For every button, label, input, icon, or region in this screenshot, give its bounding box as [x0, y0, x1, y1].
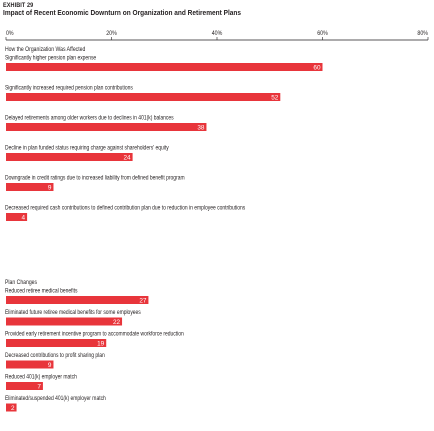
bar	[6, 317, 123, 326]
group-heading: How the Organization Was Affected	[5, 47, 85, 54]
bar-value-label: 52	[271, 94, 279, 101]
bar-label: Delayed retirements among older workers …	[5, 115, 174, 122]
bar-value-label: 27	[139, 297, 147, 304]
bar-label: Decreased contributions to profit sharin…	[5, 353, 105, 360]
bar	[6, 183, 54, 191]
bar-label: Significantly increased required pension…	[5, 85, 133, 92]
bar	[6, 123, 207, 131]
bar-value-label: 38	[197, 124, 205, 131]
x-tick-label: 20%	[106, 31, 117, 38]
bar-label: Provided early retirement incentive prog…	[5, 331, 184, 338]
x-tick-label: 0%	[6, 31, 14, 38]
exhibit-label: EXHIBIT 29	[3, 2, 34, 9]
x-tick-label: 40%	[212, 31, 223, 38]
bar	[6, 382, 43, 390]
bar	[6, 63, 323, 71]
bar-label: Reduced retiree medical benefits	[5, 288, 78, 295]
bar	[6, 93, 281, 101]
chart-title: Impact of Recent Economic Downturn on Or…	[3, 8, 242, 17]
bar-value-label: 2	[11, 405, 15, 412]
bar	[6, 403, 17, 412]
bar	[6, 153, 133, 161]
bar-value-label: 9	[48, 362, 52, 369]
bar-value-label: 4	[22, 214, 26, 221]
bar	[6, 339, 107, 347]
x-tick-label: 60%	[317, 31, 328, 38]
bar-value-label: 9	[48, 184, 52, 191]
bar	[6, 213, 28, 221]
bar	[6, 296, 149, 304]
bar-label: Reduced 401(k) employer match	[5, 374, 77, 381]
bar-label: Eliminated future retiree medical benefi…	[5, 310, 141, 317]
bar-value-label: 7	[37, 383, 41, 390]
bar-label: Decreased required cash contributions to…	[5, 205, 245, 212]
group-heading: Plan Changes	[5, 280, 37, 287]
x-tick-label: 80%	[417, 31, 428, 38]
bar-value-label: 19	[97, 340, 105, 347]
bar-value-label: 60	[313, 64, 321, 71]
bar-value-label: 24	[123, 154, 131, 161]
bar-label: Decline in plan funded status requiring …	[5, 145, 169, 152]
bar-label: Eliminated/suspended 401(k) employer mat…	[5, 396, 106, 403]
bar-label: Significantly higher pension plan expens…	[5, 55, 96, 62]
bar-value-label: 22	[113, 319, 121, 326]
bar	[6, 360, 54, 369]
bar-label: Downgrade in credit ratings due to incre…	[5, 175, 185, 182]
